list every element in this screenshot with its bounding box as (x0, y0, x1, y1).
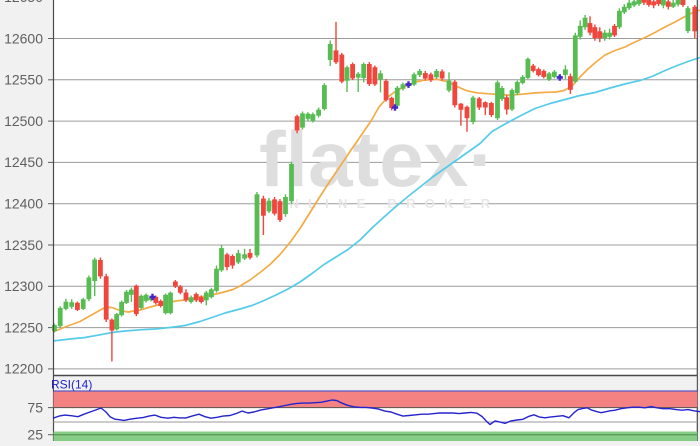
svg-text:12200: 12200 (4, 361, 43, 377)
svg-text:25: 25 (27, 427, 43, 442)
svg-text:12450: 12450 (4, 154, 43, 170)
svg-text:75: 75 (27, 399, 43, 415)
svg-text:12300: 12300 (4, 278, 43, 294)
svg-text:RSI(14): RSI(14) (51, 378, 92, 392)
svg-text:12600: 12600 (4, 30, 43, 46)
svg-text:12400: 12400 (4, 196, 43, 212)
svg-text:12650: 12650 (4, 0, 43, 5)
svg-text:12250: 12250 (4, 319, 43, 335)
svg-text:12550: 12550 (4, 72, 43, 88)
svg-text:flatex·: flatex· (259, 115, 495, 203)
svg-text:12500: 12500 (4, 113, 43, 129)
svg-text:12350: 12350 (4, 237, 43, 253)
